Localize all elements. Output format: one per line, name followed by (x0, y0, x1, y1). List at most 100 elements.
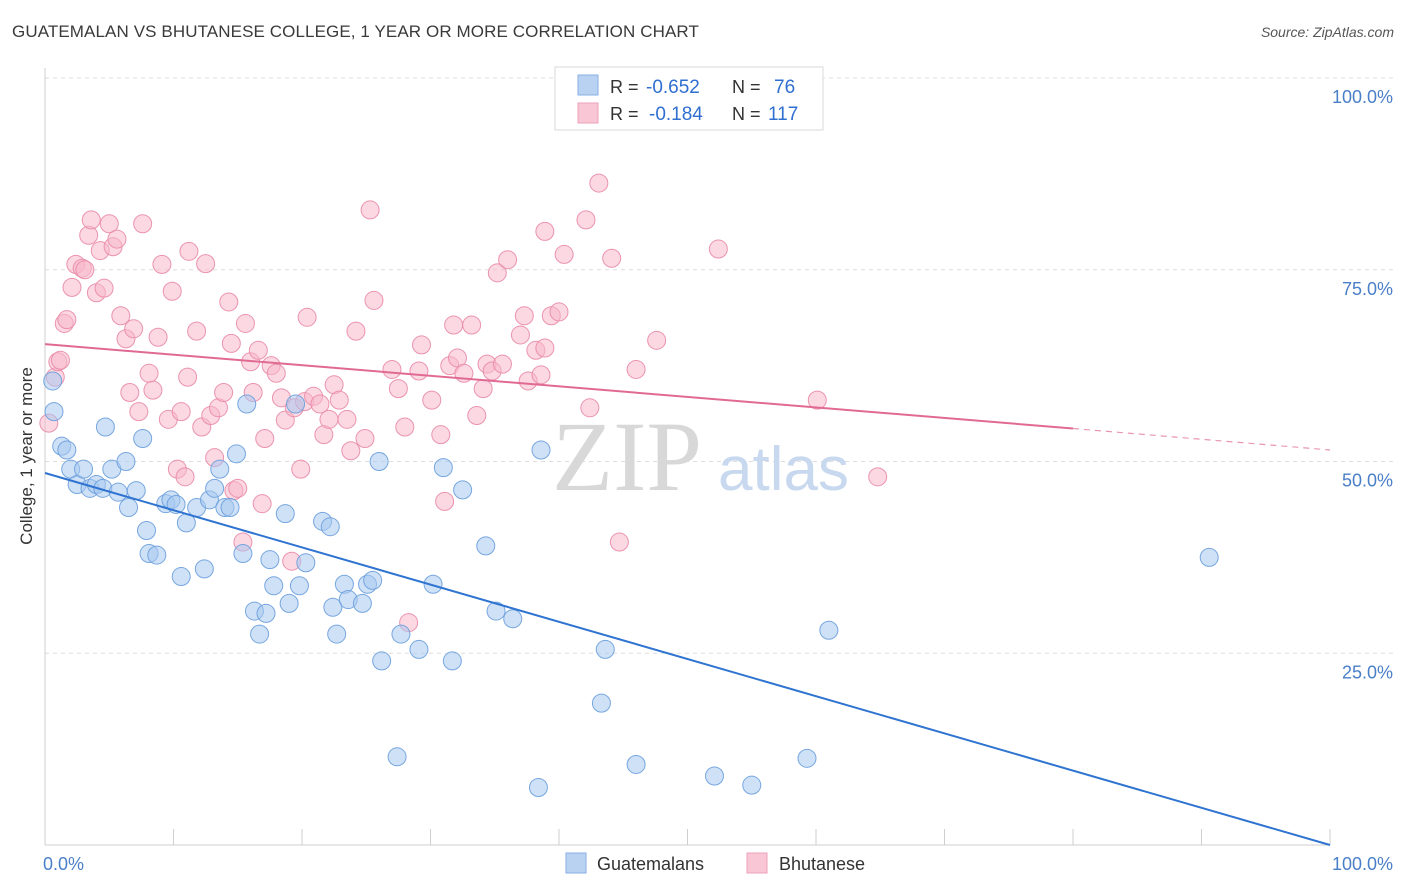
guatemalan-point-60 (433, 458, 453, 478)
guatemalan-point-32 (226, 444, 246, 464)
bhutanese-point-65 (319, 409, 339, 429)
legend-r-value-2: -0.184 (649, 104, 703, 125)
bhutanese-point-15 (99, 214, 119, 234)
bhutanese-point-54 (266, 363, 286, 383)
trend-lines (44, 343, 1331, 846)
guatemalan-point-14 (119, 498, 139, 518)
bhutanese-point-84 (444, 315, 464, 335)
bhutanese-point-114 (868, 467, 888, 487)
guatemalan-point-53 (363, 570, 383, 590)
guatemalan-point-6 (74, 459, 94, 479)
guatemalan-point-10 (95, 417, 115, 437)
chart-title: GUATEMALAN VS BHUTANESE COLLEGE, 1 YEAR … (12, 22, 699, 41)
guatemalan-point-33 (233, 544, 253, 564)
guatemalan-point-31 (220, 498, 240, 518)
bhutanese-point-80 (422, 390, 442, 410)
guatemalan-point-47 (323, 597, 343, 617)
bhutanese-point-73 (364, 290, 384, 310)
bhutanese-point-71 (355, 428, 375, 448)
bhutanese-point-37 (196, 254, 216, 274)
bhutanese-point-24 (139, 363, 159, 383)
bhutanese-point-51 (252, 494, 272, 514)
x-ticks (173, 829, 1331, 845)
bhutanese-point-5 (57, 310, 77, 330)
bottom-legend-guatemalans: Guatemalans (597, 854, 704, 874)
bhutanese-point-22 (129, 402, 149, 422)
legend-r-value-1: -0.652 (646, 77, 700, 98)
bhutanese-point-108 (602, 248, 622, 268)
guatemalan-point-73 (797, 748, 817, 768)
bhutanese-point-6 (62, 277, 82, 297)
bhutanese-point-89 (473, 379, 493, 399)
bhutanese-point-26 (148, 327, 168, 347)
bhutanese-point-75 (388, 379, 408, 399)
legend-n-label-1: N = (732, 77, 761, 97)
bhutanese-point-112 (708, 239, 728, 259)
bhutanese-point-76 (395, 417, 415, 437)
guatemalan-point-54 (369, 452, 389, 471)
bhutanese-point-33 (178, 367, 198, 387)
guatemalan-point-19 (147, 545, 167, 565)
bhutanese-point-21 (124, 319, 144, 339)
bhutanese-point-35 (187, 321, 207, 341)
bhutanese-point-68 (337, 409, 357, 429)
guatemalan-point-36 (250, 624, 270, 644)
guatemalan-point-58 (409, 639, 429, 659)
bhutanese-point-79 (412, 335, 432, 355)
bhutanese-point-47 (235, 313, 255, 333)
bhutanese-point-18 (111, 306, 131, 326)
bottom-legend-swatch-pink (746, 852, 768, 874)
bhutanese-point-11 (81, 210, 101, 230)
guatemalan-point-38 (260, 550, 280, 570)
legend-n-value-2: 117 (768, 104, 798, 125)
bhutanese-point-113 (807, 390, 827, 410)
bhutanese-trend-line (44, 343, 1074, 430)
bhutanese-point-78 (409, 361, 429, 381)
guatemalan-point-64 (486, 601, 506, 621)
bhutanese-point-34 (179, 241, 199, 261)
bottom-legend-bhutanese: Bhutanese (779, 854, 865, 874)
source-credit: Source: ZipAtlas.com (1260, 24, 1394, 40)
bhutanese-point-88 (467, 405, 487, 425)
guatemalan-point-68 (591, 693, 611, 713)
bhutanese-point-104 (554, 244, 574, 264)
guatemalan-point-29 (210, 459, 230, 479)
bhutanese-point-100 (535, 221, 555, 241)
guatemalan-point-56 (387, 747, 407, 767)
bhutanese-point-63 (310, 394, 330, 414)
guatemalan-point-71 (704, 766, 724, 786)
guatemalan-point-43 (289, 576, 309, 596)
y-tick-labels: 25.0% 50.0% 75.0% 100.0% (1332, 87, 1393, 682)
bhutanese-point-14 (94, 278, 114, 298)
bhutanese-point-110 (626, 359, 646, 379)
bhutanese-point-94 (498, 250, 518, 270)
correlation-legend: R = -0.652 N = 76 R = -0.184 N = 117 (554, 66, 824, 131)
series-legend: Guatemalans Bhutanese (565, 852, 865, 874)
y-tick-label-75: 75.0% (1342, 279, 1393, 299)
bhutanese-point-95 (510, 325, 530, 345)
guatemalan-point-3 (57, 440, 77, 460)
guatemalan-point-70 (626, 754, 646, 774)
guatemalan-point-44 (296, 553, 316, 573)
bhutanese-point-52 (255, 428, 275, 448)
bhutanese-point-42 (219, 292, 239, 312)
guatemalan-point-13 (116, 452, 136, 471)
legend-swatch-pink (577, 102, 599, 124)
bhutanese-point-67 (329, 390, 349, 410)
guatemalan-point-66 (528, 777, 548, 797)
guatemalan-point-34 (237, 394, 257, 414)
legend-swatch-blue (577, 74, 599, 96)
bhutanese-point-109 (609, 532, 629, 552)
guatemalan-trend-line (44, 472, 1331, 846)
bhutanese-point-69 (341, 441, 361, 461)
guatemalan-point-37 (256, 603, 276, 623)
bhutanese-point-81 (431, 425, 451, 445)
guatemalan-points (43, 371, 1219, 797)
guatemalan-point-62 (453, 480, 473, 500)
y-tick-label-100: 100.0% (1332, 87, 1393, 107)
legend-r-label-2: R = (610, 104, 639, 124)
guatemalan-point-74 (819, 620, 839, 640)
guatemalan-point-63 (476, 536, 496, 556)
bhutanese-point-25 (143, 380, 163, 400)
